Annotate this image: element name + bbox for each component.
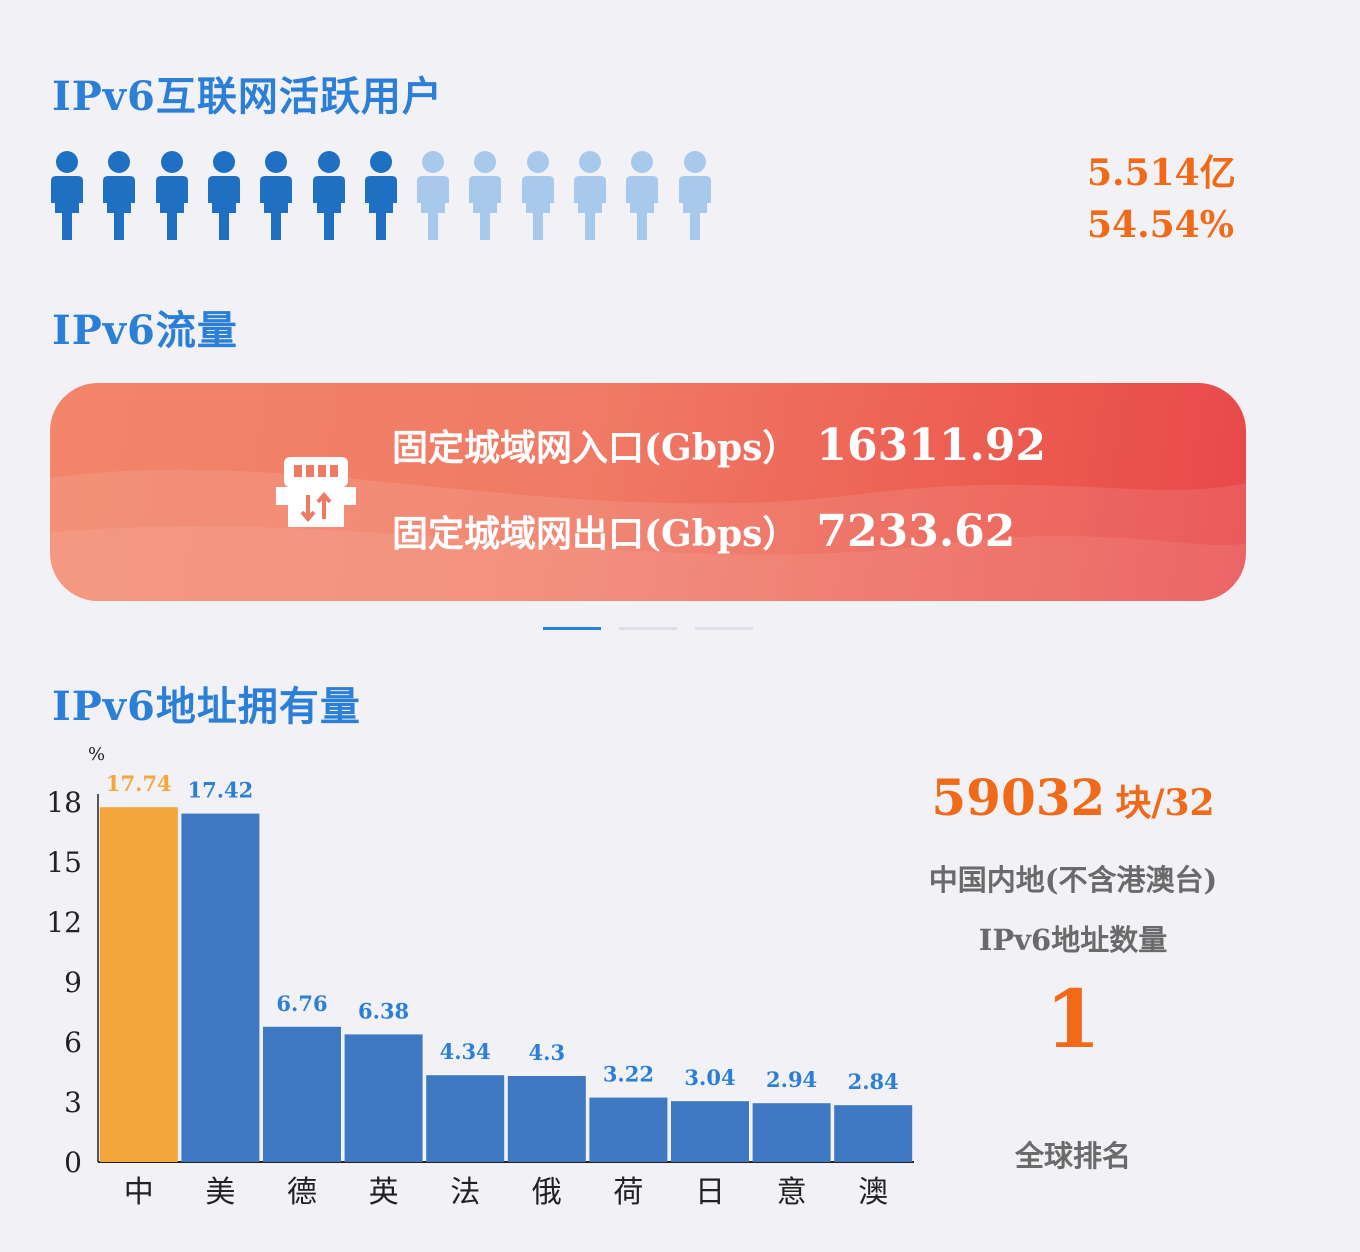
person-icon xyxy=(466,150,504,242)
address-section-title: IPv6地址拥有量 xyxy=(52,683,361,730)
carousel-dot-3[interactable] xyxy=(695,627,753,630)
y-tick-label: 18 xyxy=(46,786,82,819)
person-icon xyxy=(519,150,557,242)
traffic-section-title: IPv6流量 xyxy=(52,307,238,354)
traffic-in-row: 固定城域网入口(Gbps） 16311.92 xyxy=(392,419,1046,471)
y-tick-label: 9 xyxy=(64,966,82,999)
banner-wave-decoration xyxy=(50,469,1246,601)
person-icon xyxy=(205,150,243,242)
address-count: 59032 块/32 xyxy=(900,768,1246,827)
bar-value-label: 3.04 xyxy=(684,1065,735,1090)
y-tick-label: 12 xyxy=(46,906,82,939)
bar-6 xyxy=(589,1097,668,1162)
router-updown-icon xyxy=(276,457,356,527)
person-icon xyxy=(100,150,138,242)
traffic-out-label: 固定城域网出口(Gbps） xyxy=(392,513,799,555)
users-section-title: IPv6互联网活跃用户 xyxy=(52,73,443,120)
traffic-in-value: 16311.92 xyxy=(816,420,1047,471)
x-tick-label: 法 xyxy=(450,1175,480,1210)
bar-7 xyxy=(671,1101,749,1162)
traffic-out-row: 固定城域网出口(Gbps） 7233.62 xyxy=(392,505,1015,557)
y-tick-label: 0 xyxy=(64,1146,82,1179)
traffic-in-label: 固定城域网入口(Gbps） xyxy=(392,427,799,469)
x-tick-label: 英 xyxy=(369,1175,399,1210)
bar-value-label: 6.38 xyxy=(358,998,409,1023)
bar-value-label: 4.3 xyxy=(529,1040,566,1065)
bar-value-label: 17.42 xyxy=(188,778,254,803)
address-desc-line1: 中国内地(不含港澳台) xyxy=(928,863,1218,897)
x-tick-label: 中 xyxy=(124,1175,154,1210)
global-rank-label: 全球排名 xyxy=(1014,1139,1131,1173)
person-icon xyxy=(571,150,609,242)
y-tick-label: 15 xyxy=(46,846,82,879)
y-tick-label: 6 xyxy=(64,1026,82,1059)
bar-0 xyxy=(99,807,178,1162)
traffic-banner: 固定城域网入口(Gbps） 16311.92 固定城域网出口(Gbps） 7233.… xyxy=(50,383,1246,601)
x-tick-label: 日 xyxy=(695,1175,725,1210)
x-tick-label: 俄 xyxy=(532,1175,562,1210)
person-icon xyxy=(257,150,295,242)
person-icon xyxy=(48,150,86,242)
active-users-pictogram xyxy=(48,150,728,242)
x-tick-label: 美 xyxy=(205,1175,235,1210)
person-icon xyxy=(310,150,348,242)
bar-8 xyxy=(752,1103,831,1162)
person-icon xyxy=(414,150,452,242)
bar-value-label: 4.34 xyxy=(440,1039,491,1064)
address-share-bar-chart: % 0 3 6 9 12 15 18 17.74 中 17.42 美 6.76 德 6.38 英 4.34 法 4.… xyxy=(46,744,914,1210)
address-count-unit: 块/32 xyxy=(1115,782,1215,824)
bar-value-label: 3.22 xyxy=(603,1062,654,1087)
address-count-value: 59032 xyxy=(931,768,1106,827)
bar-value-label: 2.84 xyxy=(848,1069,899,1094)
y-tick-label: 3 xyxy=(64,1086,82,1119)
address-desc-line2: IPv6地址数量 xyxy=(978,923,1168,957)
active-users-count: 5.514亿 xyxy=(1087,152,1236,194)
bar-value-label: 2.94 xyxy=(766,1067,817,1092)
person-icon xyxy=(623,150,661,242)
person-icon xyxy=(676,150,714,242)
carousel-dot-1[interactable] xyxy=(543,627,601,630)
address-stats-panel: 59032 块/32 中国内地(不含港澳台) IPv6地址数量 1 全球排名 xyxy=(900,760,1246,1175)
bar-value-label: 17.74 xyxy=(106,771,172,796)
bar-9 xyxy=(834,1105,913,1162)
bar-5 xyxy=(507,1076,586,1162)
bar-2 xyxy=(263,1026,341,1162)
x-tick-label: 意 xyxy=(777,1175,807,1210)
bar-3 xyxy=(344,1034,423,1162)
active-users-percent: 54.54% xyxy=(1087,204,1234,246)
x-tick-label: 澳 xyxy=(858,1175,888,1210)
bar-1 xyxy=(181,813,260,1162)
traffic-out-value: 7233.62 xyxy=(816,506,1016,557)
global-rank-value: 1 xyxy=(1045,972,1101,1066)
bar-4 xyxy=(426,1075,505,1162)
x-tick-label: 德 xyxy=(287,1175,317,1210)
carousel-dot-2[interactable] xyxy=(619,627,677,630)
person-icon xyxy=(362,150,400,242)
x-tick-label: 荷 xyxy=(613,1175,643,1210)
person-icon xyxy=(153,150,191,242)
y-axis-unit-label: % xyxy=(88,744,105,765)
bar-value-label: 6.76 xyxy=(276,991,327,1016)
